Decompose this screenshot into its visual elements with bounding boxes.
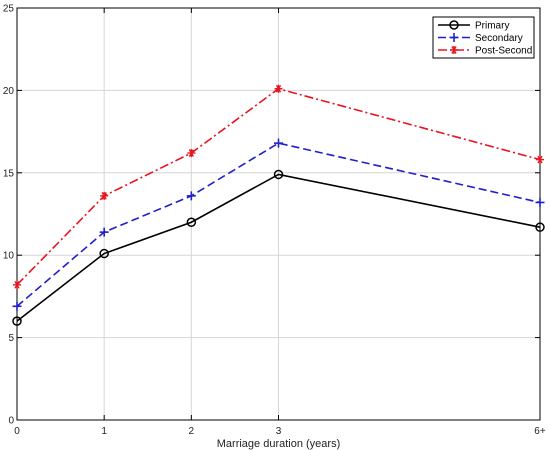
series-post-second [13, 84, 544, 289]
axis-ticks: 0 1 2 3 6+ 0 5 10 15 20 25 [3, 4, 546, 438]
legend-label: Primary [475, 21, 509, 32]
y-tick-label: 25 [3, 4, 15, 15]
legend-label: Post-Second [475, 46, 532, 57]
data-point-secondary [99, 227, 109, 237]
data-point-primary [99, 248, 109, 259]
series-primary [12, 169, 545, 326]
data-point-secondary [274, 138, 283, 148]
data-point-secondary [12, 301, 22, 311]
y-tick-label: 15 [3, 168, 15, 179]
legend-item-primary: Primary [438, 20, 509, 32]
legend-marker [449, 20, 459, 30]
legend-marker [449, 33, 459, 42]
legend-label: Secondary [475, 33, 523, 44]
x-tick-label: 2 [189, 426, 195, 437]
x-tick-label: 3 [276, 426, 282, 437]
x-tick-label: 6+ [534, 426, 546, 437]
x-tick-label: 1 [101, 426, 107, 437]
data-point-post-second [187, 149, 196, 158]
data-point-post-second [100, 191, 109, 200]
data-point-primary [535, 222, 545, 232]
data-point-post-second [536, 155, 544, 164]
series-line-primary [16, 173, 541, 322]
series-secondary [12, 138, 545, 311]
x-axis-title: Marriage duration (years) [217, 438, 341, 450]
x-tick-label: 0 [14, 426, 20, 437]
y-tick-label: 20 [3, 86, 15, 97]
data-point-secondary [186, 191, 196, 201]
y-tick-label: 0 [8, 416, 14, 427]
data-point-secondary [535, 197, 545, 207]
series-layer [12, 84, 545, 326]
data-point-primary [273, 169, 284, 180]
legend-item-post-second: Post-Second [438, 46, 532, 57]
data-point-primary [12, 316, 22, 326]
legend-marker [450, 46, 458, 54]
data-point-primary [186, 217, 197, 227]
grid [16, 7, 541, 421]
y-tick-label: 10 [3, 251, 15, 262]
data-point-post-second [13, 280, 21, 289]
data-point-post-second [274, 84, 283, 93]
legend-item-secondary: Secondary [438, 33, 523, 44]
y-tick-label: 5 [8, 333, 14, 344]
